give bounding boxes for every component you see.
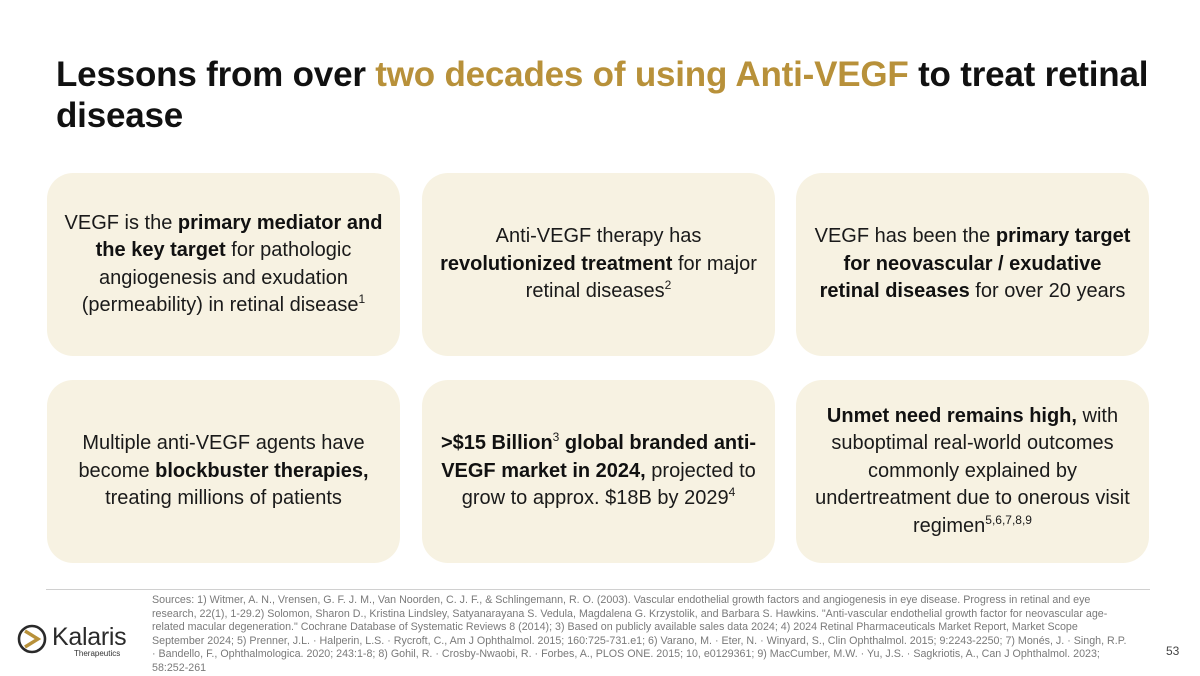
kalaris-logo: Kalaris Therapeutics (16, 622, 136, 662)
card-bold: Unmet need remains high, (826, 404, 1077, 427)
footnote-ref: 1 (358, 292, 366, 306)
footnote-ref: 2 (664, 278, 672, 293)
card-bold: primary mediator and the key target (95, 211, 383, 262)
card-market-size: >$15 Billion3 global branded anti-VEGF m… (422, 380, 775, 563)
card-text: projected to grow to approx. $18B by 202… (461, 459, 756, 510)
footnote-ref: 4 (728, 485, 736, 500)
title-post: to treat retinal disease (56, 55, 1149, 135)
card-bold: >$15 Billion (440, 432, 553, 455)
card-text: VEGF is the (64, 211, 178, 234)
card-bold: primary target for neovascular / exudati… (819, 225, 1131, 303)
footnote-ref: 5,6,7,8,9 (985, 512, 1032, 527)
card-vegf-mediator: VEGF is the primary mediator and the key… (47, 173, 400, 356)
card-text: Multiple anti-VEGF agents have become (78, 432, 365, 482)
card-blockbuster-therapies: Multiple anti-VEGF agents have become bl… (47, 380, 400, 563)
page-number: 53 (1166, 644, 1180, 658)
card-primary-target: VEGF has been the primary target for neo… (796, 173, 1149, 356)
card-unmet-need: Unmet need remains high, with suboptimal… (796, 380, 1149, 563)
card-text: for major retinal diseases (525, 252, 757, 303)
card-bold: blockbuster therapies, (155, 459, 369, 482)
title-accent: two decades of using Anti-VEGF (375, 55, 909, 94)
card-text: treating millions of patients (105, 487, 342, 510)
card-bold: revolutionized treatment (440, 252, 673, 275)
kalaris-logo-mark-icon (17, 624, 47, 654)
footer-divider (46, 589, 1150, 590)
card-text: for over 20 years (969, 280, 1126, 303)
card-text: Anti-VEGF therapy has (495, 225, 702, 248)
logo-name: Kalaris (52, 623, 127, 651)
card-bold: global branded anti-VEGF market in 2024, (441, 432, 757, 482)
card-text: for pathologic angiogenesis and exudatio… (81, 239, 359, 316)
card-revolutionized-treatment: Anti-VEGF therapy has revolutionized tre… (422, 173, 775, 356)
card-text: with suboptimal real-world outcomes comm… (815, 404, 1130, 537)
sources-footnote: Sources: 1) Witmer, A. N., Vrensen, G. F… (152, 594, 1127, 674)
card-text: VEGF has been the (814, 225, 996, 248)
logo-subtitle: Therapeutics (74, 649, 121, 658)
slide-title: Lessons from over two decades of using A… (56, 54, 1156, 136)
footnote-ref: 3 (552, 430, 560, 445)
title-pre: Lessons from over (56, 55, 376, 94)
